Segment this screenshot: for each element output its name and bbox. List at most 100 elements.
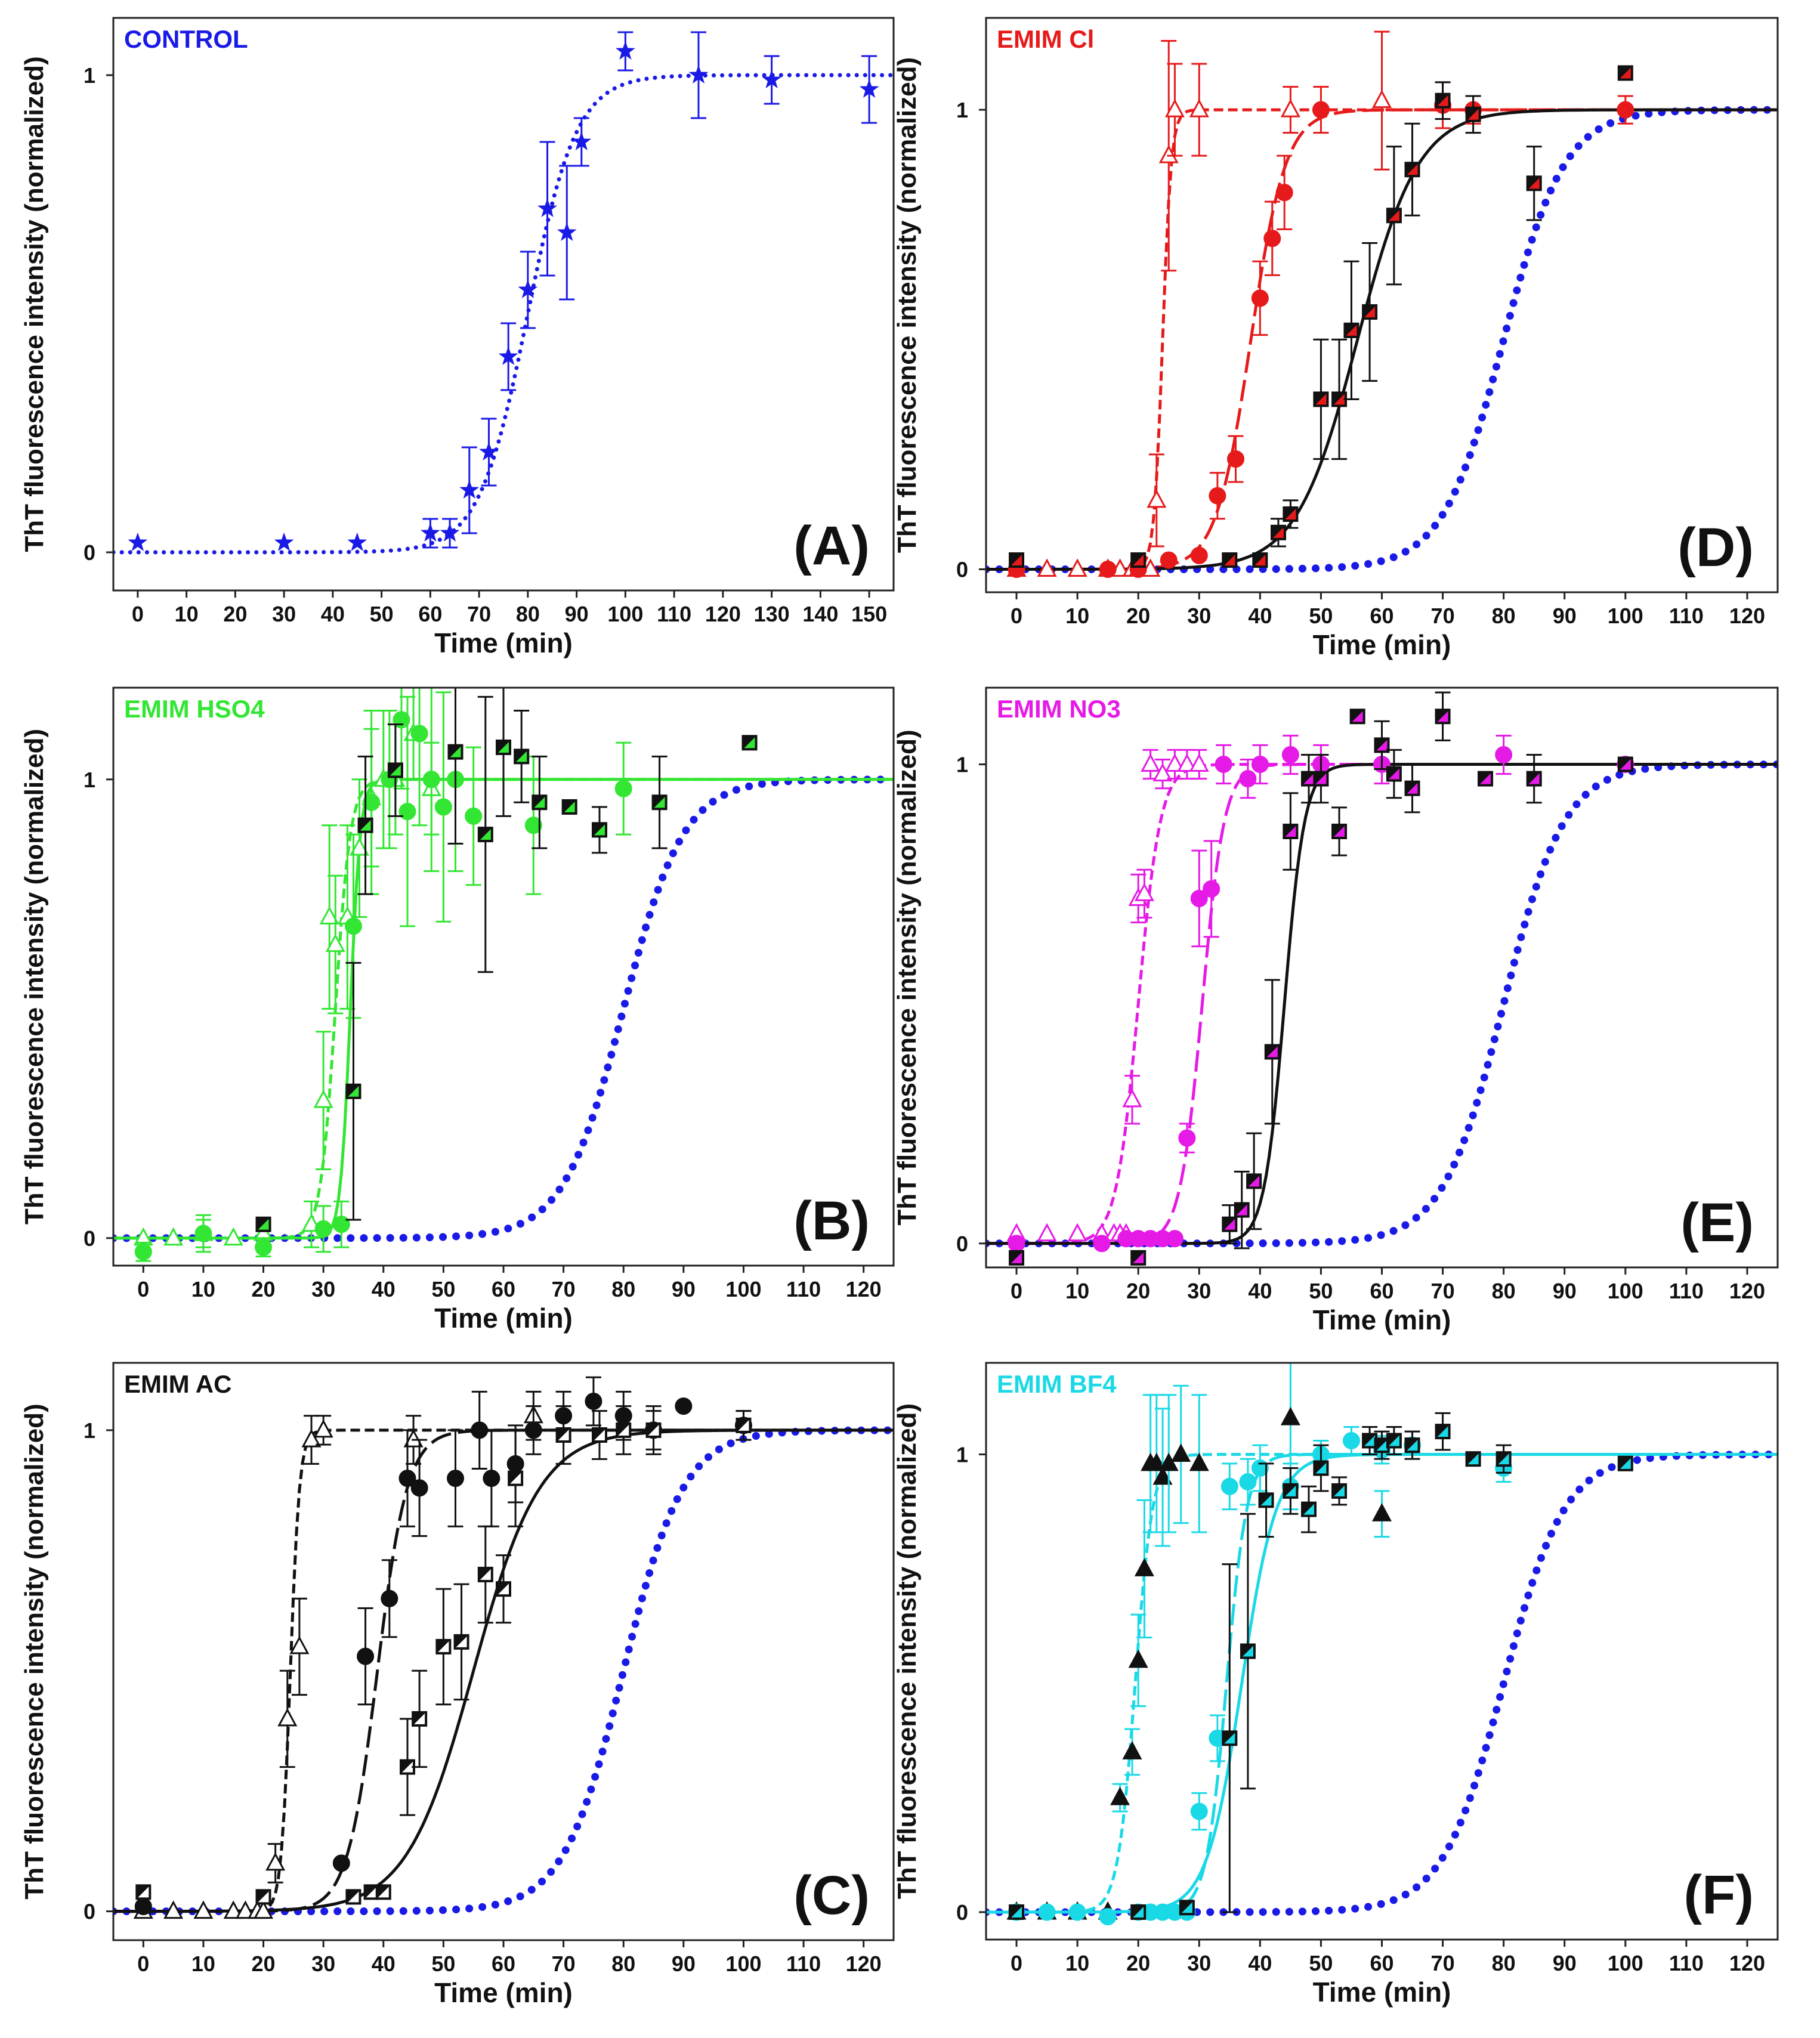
data-point-half bbox=[1405, 1439, 1419, 1452]
x-tick-label: 60 bbox=[1370, 1279, 1393, 1303]
panel-c: 0 10 20 30 40 50 60 70 80 90 100 110 120 0 1 Time (min)… bbox=[20, 1362, 895, 2008]
x-tick-label: 120 bbox=[705, 602, 741, 626]
data-point-half bbox=[1466, 1452, 1480, 1466]
data-point bbox=[459, 480, 480, 499]
data-point-half bbox=[1375, 738, 1389, 752]
data-point bbox=[1122, 1088, 1142, 1108]
x-tick-label: 70 bbox=[467, 602, 491, 626]
data-point-half bbox=[1387, 767, 1401, 781]
data-point-half bbox=[1241, 1644, 1254, 1658]
x-tick-label: 90 bbox=[672, 1952, 696, 1976]
data-point-half bbox=[1618, 66, 1632, 80]
x-tick-label: 110 bbox=[657, 602, 691, 626]
data-point-half bbox=[1345, 323, 1358, 337]
data-point bbox=[1281, 746, 1299, 763]
data-point-half bbox=[653, 796, 666, 809]
data-point-half bbox=[515, 750, 529, 763]
data-point-half bbox=[1618, 1456, 1632, 1470]
y-axis-title: ThT fluorescence intensity (normalized) bbox=[20, 1403, 49, 1899]
data-point-half bbox=[1436, 1425, 1450, 1439]
x-tick-label: 80 bbox=[611, 1952, 635, 1976]
plot-area bbox=[113, 688, 894, 1262]
series-2 bbox=[135, 1405, 752, 1905]
data-point-half bbox=[401, 1760, 415, 1774]
data-point bbox=[319, 906, 339, 925]
data-point bbox=[1342, 1431, 1360, 1449]
data-point-half bbox=[257, 1217, 270, 1231]
data-point bbox=[1275, 184, 1293, 202]
x-tick-label: 80 bbox=[1492, 1279, 1516, 1303]
data-point bbox=[1280, 1406, 1300, 1425]
x-tick-label: 60 bbox=[1370, 604, 1393, 628]
x-tick-label: 80 bbox=[1492, 604, 1516, 628]
data-point-half bbox=[1132, 553, 1145, 567]
data-point bbox=[325, 933, 345, 952]
panel-d: 0 10 20 30 40 50 60 70 80 90 100 110 120 0 1 Time (min)… bbox=[892, 17, 1779, 660]
data-point bbox=[1190, 1802, 1208, 1820]
panel-a: 0 10 20 30 40 50 60 70 80 90 100 110 120 130 140 150 0 1 T… bbox=[20, 17, 895, 658]
x-tick-label: 60 bbox=[1370, 1951, 1393, 1975]
panel-letter: (D) bbox=[1677, 517, 1754, 578]
data-point bbox=[410, 725, 428, 743]
data-point bbox=[1203, 880, 1220, 898]
series-1 bbox=[1008, 81, 1634, 578]
data-point bbox=[615, 41, 635, 60]
reference-fit-curve bbox=[113, 73, 894, 555]
panel-title: EMIM Cl bbox=[997, 25, 1094, 53]
data-point bbox=[1209, 487, 1226, 505]
x-tick-label: 0 bbox=[137, 1952, 149, 1976]
series-0 bbox=[128, 31, 879, 551]
x-tick-label: 90 bbox=[1553, 604, 1577, 628]
data-point bbox=[1164, 753, 1185, 772]
data-point bbox=[524, 817, 542, 834]
series-2 bbox=[1009, 65, 1633, 568]
data-point bbox=[1067, 558, 1087, 577]
data-point bbox=[1251, 289, 1269, 307]
y-tick-label: 1 bbox=[956, 753, 968, 777]
data-point-half bbox=[1314, 772, 1328, 785]
x-tick-label: 70 bbox=[552, 1952, 576, 1976]
data-point bbox=[1190, 889, 1208, 907]
y-tick-label: 1 bbox=[956, 1442, 968, 1467]
data-point bbox=[1189, 753, 1209, 772]
x-tick-label: 110 bbox=[1669, 1951, 1704, 1975]
data-point bbox=[447, 1470, 465, 1487]
data-point bbox=[265, 1852, 286, 1871]
data-point bbox=[1099, 560, 1117, 578]
x-tick-label: 110 bbox=[1669, 1279, 1704, 1303]
data-point-half bbox=[1363, 1434, 1377, 1448]
data-point bbox=[193, 1900, 214, 1919]
data-point bbox=[1067, 1223, 1087, 1242]
x-tick-label: 0 bbox=[1011, 1279, 1022, 1303]
data-point-half bbox=[1284, 1484, 1297, 1498]
data-point bbox=[1158, 1452, 1179, 1471]
plot-area bbox=[113, 1376, 894, 1919]
reference-fit-curve bbox=[113, 1426, 894, 1916]
y-tick-label: 0 bbox=[84, 1900, 95, 1924]
series-0-fit-curve bbox=[986, 108, 1778, 571]
x-axis-title: Time (min) bbox=[434, 627, 573, 658]
data-point-half bbox=[359, 818, 372, 832]
x-tick-label: 120 bbox=[846, 1277, 882, 1301]
data-point-half bbox=[376, 1885, 390, 1899]
data-point bbox=[344, 917, 362, 935]
data-point bbox=[614, 780, 632, 797]
data-point-half bbox=[1333, 824, 1346, 838]
data-point bbox=[1037, 1223, 1057, 1242]
x-tick-label: 100 bbox=[725, 1952, 761, 1976]
data-point bbox=[1008, 1235, 1025, 1253]
x-tick-label: 60 bbox=[492, 1277, 515, 1301]
panel-letter: (B) bbox=[793, 1190, 870, 1251]
series-1-fit-curve bbox=[986, 763, 1778, 1245]
data-point bbox=[128, 532, 148, 551]
data-point bbox=[762, 69, 782, 88]
y-tick-label: 0 bbox=[84, 540, 95, 565]
data-point bbox=[1280, 98, 1300, 117]
data-point bbox=[347, 532, 367, 551]
x-tick-label: 30 bbox=[272, 602, 296, 626]
series-2-fit-curve bbox=[986, 763, 1778, 1245]
data-point-half bbox=[1479, 772, 1493, 785]
x-tick-label: 80 bbox=[611, 1277, 635, 1301]
data-point bbox=[557, 222, 577, 241]
x-tick-label: 150 bbox=[851, 602, 887, 626]
